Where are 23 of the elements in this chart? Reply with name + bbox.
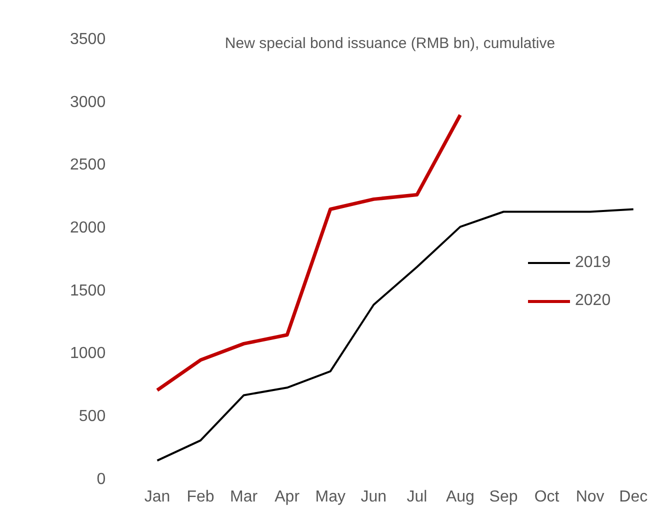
- x-tick-label: Aug: [446, 488, 474, 506]
- y-tick-label: 1500: [70, 282, 106, 300]
- x-tick-label: Jul: [406, 488, 428, 506]
- x-tick-label: Mar: [230, 488, 258, 506]
- x-tick-label: Sep: [489, 488, 518, 506]
- x-tick-label: Feb: [186, 488, 214, 506]
- legend-label: 2019: [575, 254, 611, 272]
- x-tick-label: Jun: [360, 488, 387, 506]
- y-tick-label: 500: [78, 408, 106, 425]
- y-tick-label: 0: [96, 470, 106, 488]
- legend-label: 2020: [575, 292, 611, 310]
- y-tick-label: 2000: [70, 219, 106, 236]
- chart-title: New special bond issuance (RMB bn), cumulative: [224, 35, 556, 52]
- x-tick-label: Dec: [619, 488, 648, 506]
- y-tick-label: 1000: [70, 345, 106, 362]
- x-tick-label: Nov: [576, 488, 604, 506]
- y-tick-label: 2500: [70, 156, 106, 174]
- x-tick-label: May: [315, 488, 346, 506]
- x-tick-label: Oct: [534, 488, 560, 506]
- y-tick-label: 3500: [70, 31, 106, 48]
- x-tick-label: Apr: [274, 488, 300, 506]
- x-tick-label: Jan: [144, 488, 170, 506]
- y-tick-label: 3000: [70, 94, 106, 111]
